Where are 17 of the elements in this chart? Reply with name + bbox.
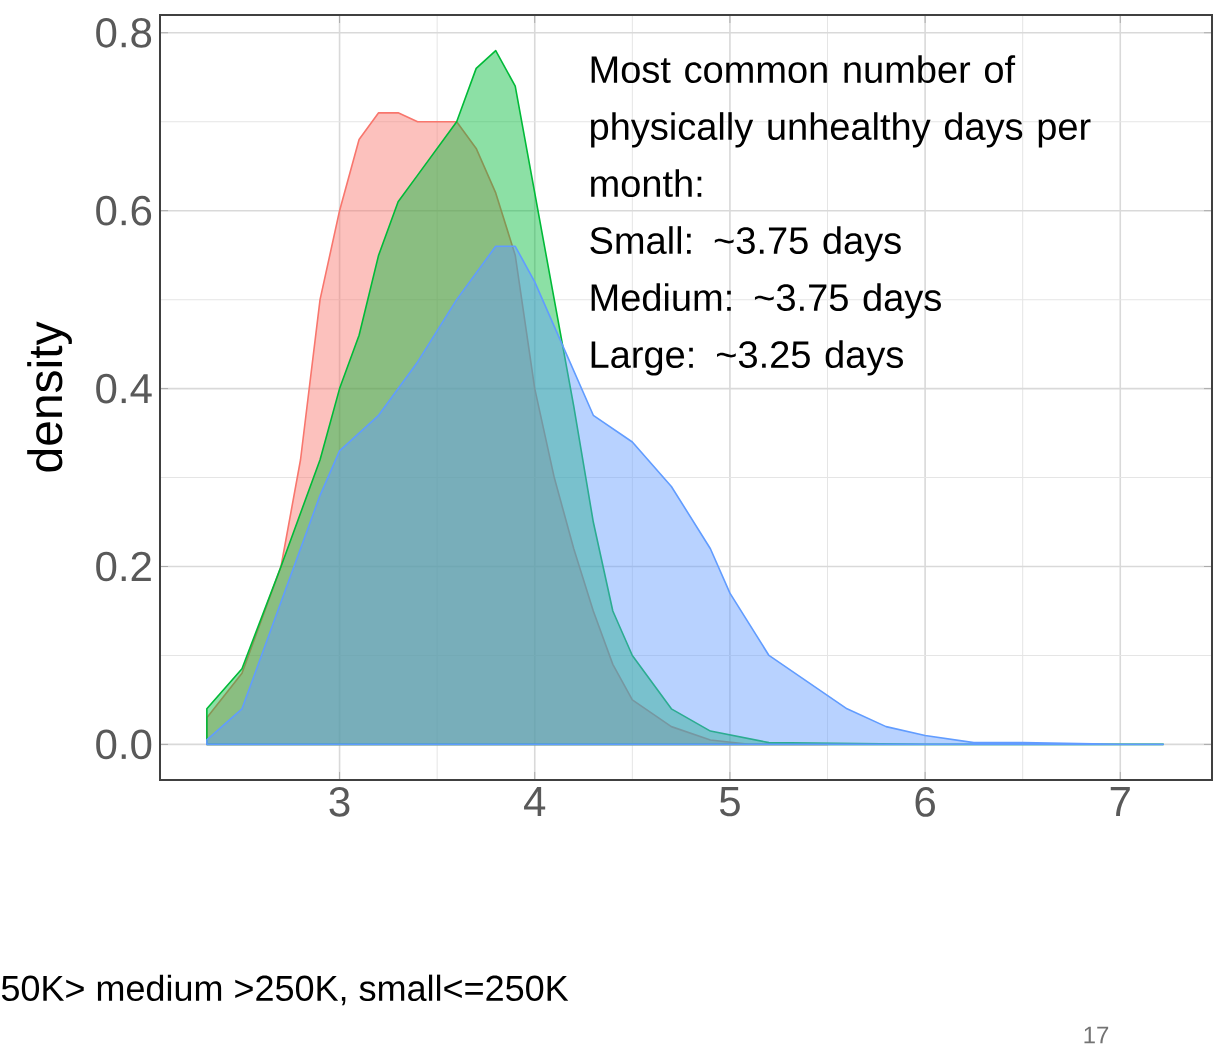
y-tick-label: 0.0 [96, 729, 152, 760]
annotation: Medium: ~3.75 days [591, 283, 941, 319]
y-tick-label: 0.2 [96, 551, 151, 582]
text: 50K> medium >250K, small<=250K [1, 974, 569, 1006]
y-tick-label: 0.8 [96, 17, 152, 48]
x-tick-label: 7 [1110, 787, 1130, 816]
x-tick-label: 5 [719, 787, 740, 817]
annotation: Small: ~3.75 days [590, 226, 901, 262]
annotation: Large: ~3.25 days [591, 340, 903, 376]
text: 17 [1084, 1026, 1109, 1044]
y-tick-label: 0.4 [96, 373, 152, 404]
y-axis-title: density [27, 321, 72, 472]
y-tick-label: 0.6 [96, 195, 152, 226]
x-tick-label: 6 [915, 787, 935, 817]
annotation: Most common number of physically unhealthy days per month: [591, 55, 1091, 198]
x-tick-label: 4 [524, 787, 546, 816]
x-tick-label: 3 [329, 787, 350, 817]
